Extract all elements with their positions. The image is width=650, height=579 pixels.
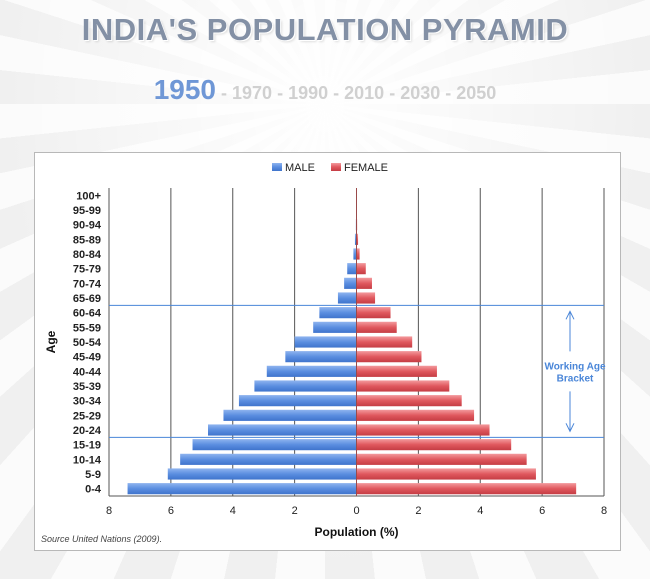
y-tick-label: 5-9	[85, 469, 101, 481]
page-title: INDIA'S POPULATION PYRAMID	[81, 12, 569, 47]
source-note: Source United Nations (2009).	[41, 534, 163, 544]
male-bar	[180, 453, 357, 465]
y-tick-label: 100+	[76, 190, 101, 202]
male-bar	[223, 409, 357, 421]
x-tick-label: 2	[292, 505, 298, 517]
female-bar	[356, 292, 376, 304]
female-bar	[356, 365, 437, 377]
male-bar	[127, 483, 357, 495]
female-bar	[356, 409, 475, 421]
population-pyramid-chart: 0-4 5-9 10-14 15-19 20-24 25-29 30-34 35-39 40-4…	[44, 162, 607, 539]
male-bar	[294, 336, 357, 348]
y-tick-label: 25-29	[73, 410, 101, 422]
x-tick-label: 6	[168, 505, 174, 517]
y-tick-label: 30-34	[73, 396, 102, 408]
bracket-arrow-up-head	[565, 310, 575, 320]
female-bar	[356, 351, 422, 363]
x-tick-label: 0	[353, 505, 359, 517]
chart-panel: 0-4 5-9 10-14 15-19 20-24 25-29 30-34 35-39 40-4…	[34, 152, 621, 551]
working-age-label: Bracket	[557, 373, 594, 384]
year-separator: -	[333, 83, 345, 103]
male-bar	[344, 277, 357, 289]
y-tick-label: 0-4	[85, 484, 102, 496]
year-2010[interactable]: 2010	[344, 83, 385, 103]
y-tick-label: 65-69	[73, 293, 101, 305]
y-tick-label: 90-94	[73, 220, 102, 232]
male-bar	[266, 365, 357, 377]
y-tick-label: 10-14	[73, 454, 102, 466]
female-bar	[356, 483, 577, 495]
year-1950[interactable]: 1950	[153, 74, 216, 105]
female-bar	[356, 321, 397, 333]
female-bar	[356, 263, 366, 275]
x-axis-title: Population (%)	[315, 525, 399, 539]
y-tick-label: 35-39	[73, 381, 101, 393]
x-tick-label: 4	[477, 505, 483, 517]
year-1970[interactable]: 1970	[232, 83, 273, 103]
y-tick-label: 50-54	[73, 337, 102, 349]
legend-label: FEMALE	[344, 162, 388, 174]
x-tick-label: 6	[539, 505, 545, 517]
year-separator: -	[389, 83, 401, 103]
y-tick-label: 40-44	[73, 366, 102, 378]
female-bar	[356, 453, 527, 465]
male-bar	[319, 307, 357, 319]
x-tick-label: 8	[601, 505, 607, 517]
male-bar	[353, 248, 357, 260]
female-bar	[356, 336, 413, 348]
female-bar	[356, 277, 372, 289]
male-bar	[354, 233, 357, 245]
y-tick-label: 45-49	[73, 352, 101, 364]
year-2030[interactable]: 2030	[400, 83, 441, 103]
y-tick-label: 85-89	[73, 234, 101, 246]
y-axis-title: Age	[44, 330, 58, 353]
male-bar	[285, 351, 357, 363]
female-bar	[356, 248, 360, 260]
y-tick-label: 15-19	[73, 440, 101, 452]
y-tick-label: 95-99	[73, 205, 101, 217]
female-bar	[356, 233, 359, 245]
y-tick-label: 75-79	[73, 264, 101, 276]
male-bar	[347, 263, 357, 275]
female-bar	[356, 307, 391, 319]
legend-swatch	[272, 163, 282, 171]
legend-swatch	[331, 163, 341, 171]
female-bar	[356, 395, 462, 407]
male-bar	[337, 292, 357, 304]
y-tick-label: 60-64	[73, 308, 102, 320]
year-2050[interactable]: 2050	[456, 83, 497, 103]
female-bar	[356, 468, 536, 480]
female-bar	[356, 380, 450, 392]
year-separator: -	[221, 83, 232, 103]
year-selector: 1950 - 1970 - 1990 - 2010 - 2030 - 2050	[0, 74, 650, 106]
x-tick-label: 2	[415, 505, 421, 517]
female-bar	[356, 439, 512, 451]
working-age-label: Working Age	[544, 361, 606, 372]
y-tick-label: 80-84	[73, 249, 102, 261]
male-bar	[254, 380, 357, 392]
year-1990[interactable]: 1990	[288, 83, 329, 103]
y-tick-label: 55-59	[73, 322, 101, 334]
male-bar	[313, 321, 357, 333]
male-bar	[192, 439, 357, 451]
female-bar	[356, 424, 490, 436]
x-tick-label: 4	[230, 505, 236, 517]
year-separator: -	[445, 83, 457, 103]
bracket-arrow-down-head	[565, 423, 575, 433]
legend-label: MALE	[285, 162, 315, 174]
male-bar	[238, 395, 357, 407]
y-tick-label: 70-74	[73, 278, 102, 290]
male-bar	[167, 468, 357, 480]
x-tick-label: 8	[106, 505, 112, 517]
male-bar	[208, 424, 357, 436]
y-tick-label: 20-24	[73, 425, 102, 437]
year-separator: -	[277, 83, 289, 103]
